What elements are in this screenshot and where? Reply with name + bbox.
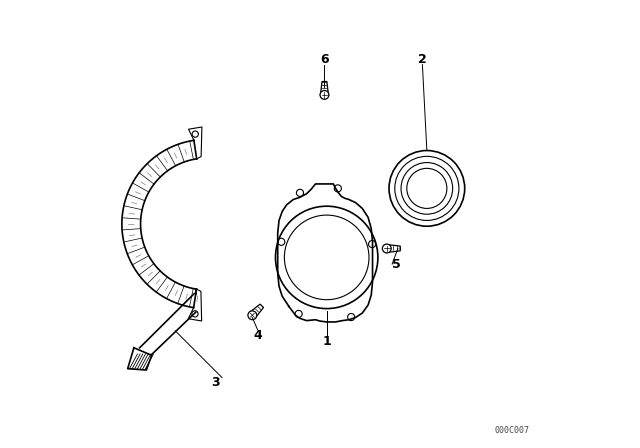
Circle shape xyxy=(382,244,391,253)
Polygon shape xyxy=(387,245,400,253)
Circle shape xyxy=(248,311,257,320)
Text: 6: 6 xyxy=(320,53,329,66)
Text: 3: 3 xyxy=(211,375,220,388)
Text: 000C007: 000C007 xyxy=(494,426,529,435)
Text: 5: 5 xyxy=(392,258,401,271)
Polygon shape xyxy=(321,82,328,95)
Circle shape xyxy=(320,90,329,99)
Polygon shape xyxy=(250,304,264,318)
Text: 4: 4 xyxy=(253,329,262,342)
Text: 1: 1 xyxy=(323,336,331,349)
Text: 2: 2 xyxy=(418,53,427,66)
